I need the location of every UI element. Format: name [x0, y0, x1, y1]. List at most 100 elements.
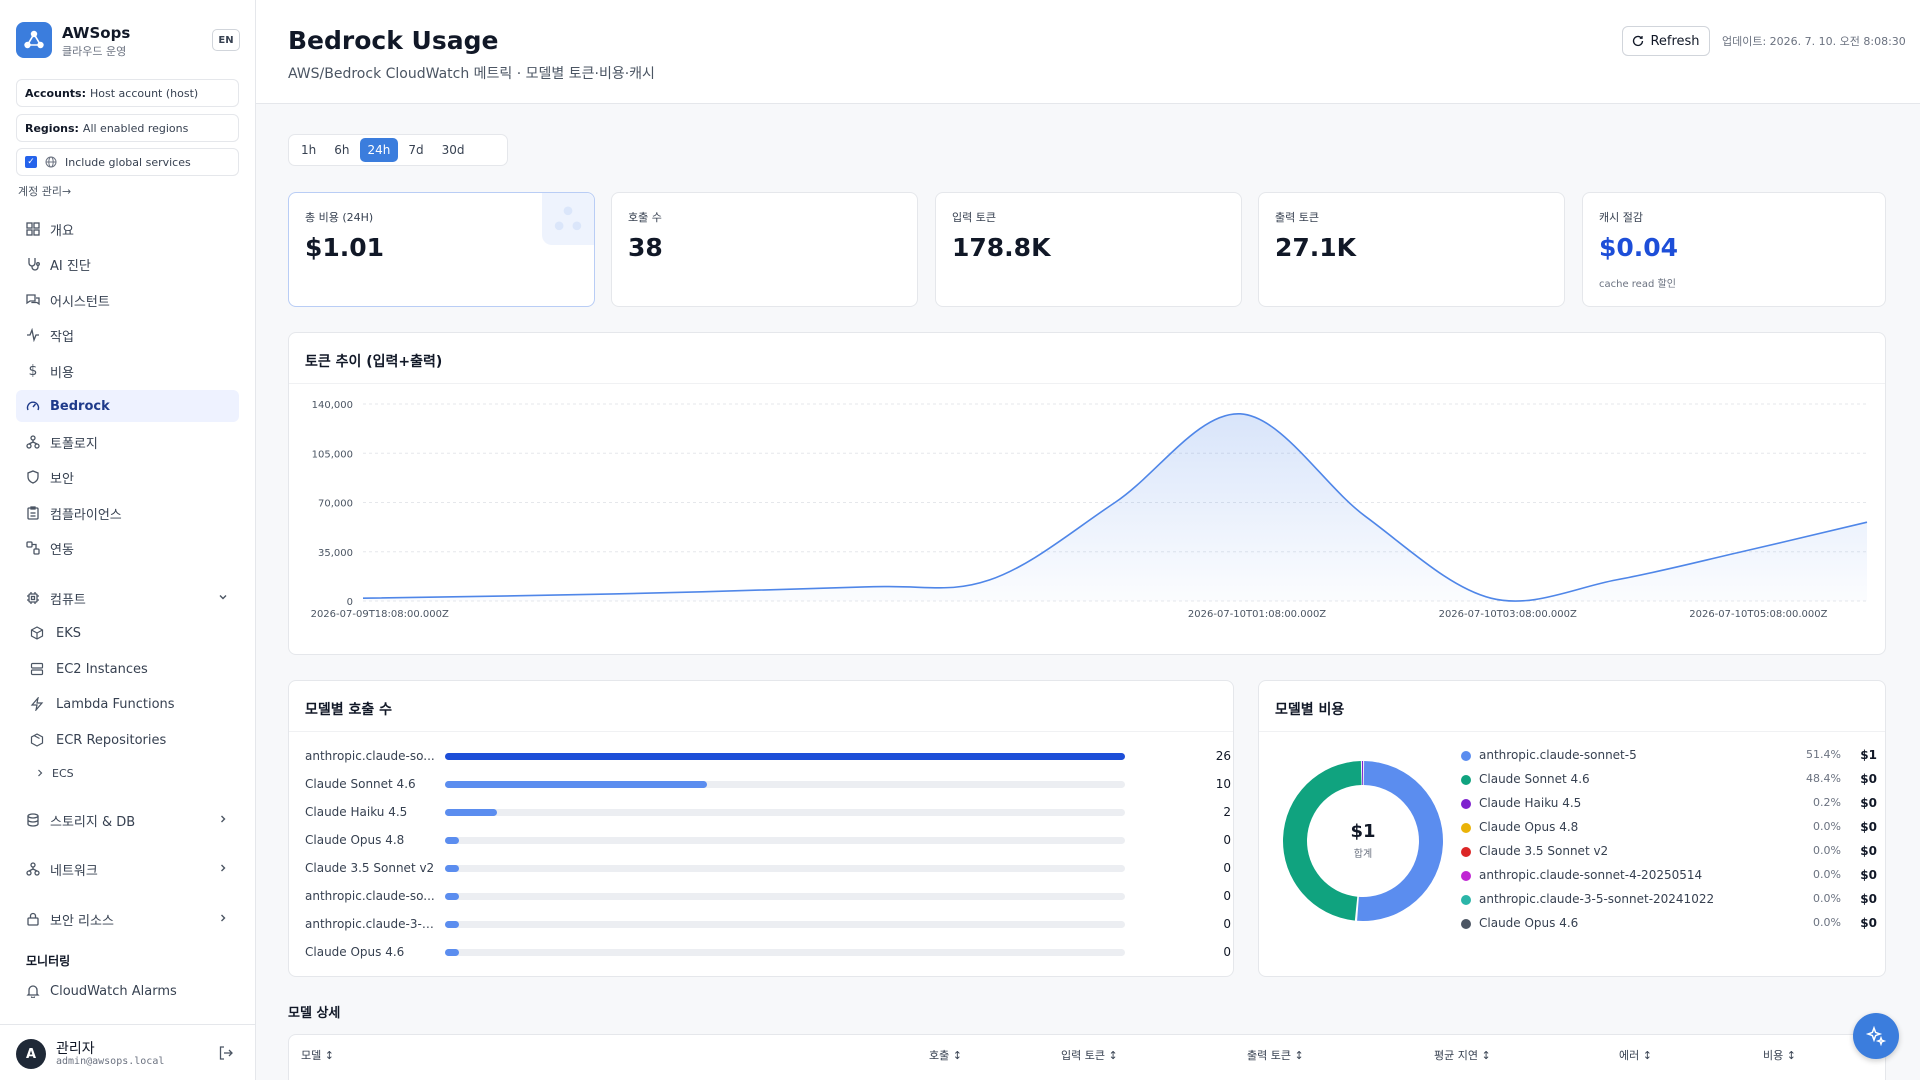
legend-swatch [1461, 895, 1471, 905]
accounts-selector[interactable]: Accounts: Host account (host) [16, 79, 239, 107]
include-global-toggle[interactable]: ✓ Include global services [16, 148, 239, 176]
column-header-errors[interactable]: 에러 ↕ [1619, 1049, 1652, 1062]
logout-icon[interactable] [218, 1045, 234, 1065]
range-24h-button[interactable]: 24h [359, 138, 399, 162]
chevron-down-icon [217, 591, 229, 607]
y-tick-label: 0 [347, 597, 353, 608]
nav-item-topology[interactable]: 토폴로지 [16, 426, 239, 458]
nav-group-compute[interactable]: 컴퓨트 [16, 582, 239, 614]
nav-item-cloudwatch-alarms[interactable]: CloudWatch Alarms [16, 975, 239, 1007]
column-header-model[interactable]: 모델 ↕ [301, 1049, 334, 1062]
globe-icon [45, 156, 57, 168]
ai-assistant-button[interactable] [1853, 1013, 1899, 1059]
y-tick-label: 70,000 [318, 499, 353, 510]
calls-bar-row: Claude Sonnet 4.6 10 [305, 774, 1231, 794]
legend-label: anthropic.claude-sonnet-4-20250514 [1479, 868, 1703, 882]
regions-selector[interactable]: Regions: All enabled regions [16, 114, 239, 142]
nav-item-ec2[interactable]: EC2 Instances [30, 654, 239, 684]
token-data-point [1364, 515, 1366, 517]
nav-item-bedrock[interactable]: Bedrock [16, 390, 239, 422]
nav-item-ecs[interactable]: ECS [36, 758, 245, 788]
legend-cost: $0 [1860, 868, 1877, 882]
token-data-point [1740, 551, 1742, 553]
legend-item: anthropic.claude-3-5-sonnet-20241022 0.0%… [1461, 890, 1877, 910]
checkbox-checked-icon[interactable]: ✓ [25, 156, 37, 168]
column-header-avg-latency[interactable]: 평균 지연 ↕ [1434, 1049, 1491, 1062]
legend-item: anthropic.claude-sonnet-5 51.4% $1 [1461, 746, 1877, 766]
kpi-label: 출력 토큰 [1275, 211, 1319, 224]
nav-item-ecr[interactable]: ECR Repositories [30, 725, 239, 755]
time-range-selector: 1h 6h 24h 7d 30d [288, 134, 508, 166]
column-header-cost[interactable]: 비용 ↕ [1763, 1049, 1796, 1062]
legend-swatch [1461, 919, 1471, 929]
donut-slice [1357, 761, 1443, 921]
chevron-right-icon [217, 813, 229, 829]
range-1h-button[interactable]: 1h [301, 143, 317, 157]
column-header-input-tokens[interactable]: 입력 토큰 ↕ [1061, 1049, 1118, 1062]
page-title: Bedrock Usage [288, 26, 499, 55]
x-tick-label: 2026-07-09T18:08:00.000Z [311, 609, 449, 620]
nav-item-compliance[interactable]: 컴플라이언스 [16, 497, 239, 529]
kpi-value: $1.01 [305, 233, 385, 262]
kpi-value: $0.04 [1599, 233, 1679, 262]
legend-item: Claude 3.5 Sonnet v2 0.0% $0 [1461, 842, 1877, 862]
bar-track [445, 893, 1125, 900]
y-tick-label: 140,000 [312, 400, 353, 411]
calls-title: 모델별 호출 수 [305, 702, 393, 718]
divider [1259, 731, 1885, 732]
calls-bar-row: anthropic.claude-3-5... 0 [305, 914, 1231, 934]
donut-total-label: 합계 [1353, 849, 1373, 860]
chart-title: 토큰 추이 (입력+출력) [305, 354, 443, 370]
legend-item: anthropic.claude-sonnet-4-20250514 0.0% $0 [1461, 866, 1877, 886]
lock-icon [26, 912, 40, 926]
nav-item-lambda[interactable]: Lambda Functions [30, 689, 239, 719]
kpi-label: 캐시 절감 [1599, 211, 1643, 224]
legend-percent: 0.0% [1813, 868, 1841, 881]
server-icon [30, 662, 44, 676]
sparkle-icon [1865, 1025, 1887, 1047]
token-trend-card: 토큰 추이 (입력+출력) 0 35,000 70,000 105,000 140,00… [288, 332, 1886, 655]
range-7d-button[interactable]: 7d [408, 143, 424, 157]
monitoring-section-label: 모니터링 [26, 954, 71, 968]
y-tick-label: 105,000 [312, 449, 353, 460]
nav-item-ai-diagnosis[interactable]: AI 진단 [16, 248, 239, 280]
refresh-button[interactable]: Refresh [1622, 26, 1710, 56]
nav-group-security-resources[interactable]: 보안 리소스 [16, 903, 239, 935]
legend-swatch [1461, 799, 1471, 809]
nav-group-network[interactable]: 네트워크 [16, 853, 239, 885]
nav-item-integrations[interactable]: 연동 [16, 532, 239, 564]
nav-item-assistant[interactable]: 어시스턴트 [16, 284, 239, 316]
model-detail-table-header: 모델 ↕ 호출 ↕ 입력 토큰 ↕ 출력 토큰 ↕ 평균 지연 ↕ 에러 ↕ 비… [288, 1034, 1886, 1080]
nav-item-security[interactable]: 보안 [16, 461, 239, 493]
legend-label: anthropic.claude-sonnet-5 [1479, 748, 1637, 762]
token-trend-chart: 0 35,000 70,000 105,000 140,000 2026-07-09T18… [311, 400, 1868, 620]
nav-label: 스토리지 & DB [50, 814, 136, 830]
token-data-point [1239, 413, 1241, 415]
language-toggle-button[interactable]: EN [212, 29, 240, 51]
logo-icon [16, 22, 52, 58]
bar-track [445, 809, 1125, 816]
bar-value: 0 [1223, 861, 1231, 875]
kpi-label: 입력 토큰 [952, 211, 996, 224]
column-header-calls[interactable]: 호출 ↕ [929, 1049, 962, 1062]
x-tick-label: 2026-07-10T03:08:00.000Z [1439, 609, 1577, 620]
nav-item-cost[interactable]: $ 비용 [16, 355, 239, 387]
range-6h-button[interactable]: 6h [334, 143, 350, 157]
nav-item-overview[interactable]: 개요 [16, 213, 239, 245]
nav-group-storage-db[interactable]: 스토리지 & DB [16, 804, 239, 836]
nav-item-eks[interactable]: EKS [30, 618, 239, 648]
nav-item-jobs[interactable]: 작업 [16, 319, 239, 351]
column-header-output-tokens[interactable]: 출력 토큰 ↕ [1247, 1049, 1304, 1062]
grid-icon [26, 222, 40, 236]
token-data-point [1114, 501, 1116, 503]
legend-percent: 0.0% [1813, 916, 1841, 929]
bar [445, 837, 459, 844]
legend-percent: 0.0% [1813, 844, 1841, 857]
user-name: 관리자 [56, 1041, 95, 1057]
bar-label: Claude Opus 4.8 [305, 833, 405, 847]
range-30d-button[interactable]: 30d [441, 143, 465, 157]
dollar-icon: $ [28, 363, 38, 379]
kpi-value: 27.1K [1275, 233, 1357, 262]
nav-label: CloudWatch Alarms [50, 983, 177, 999]
account-management-link[interactable]: 계정 관리→ [18, 185, 72, 198]
